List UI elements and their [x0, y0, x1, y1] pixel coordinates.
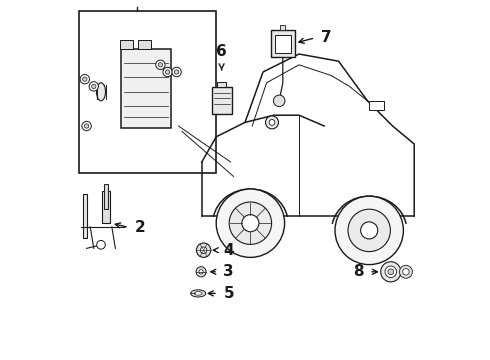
Text: 3: 3	[223, 264, 234, 279]
Circle shape	[166, 70, 170, 74]
Circle shape	[348, 209, 391, 252]
Circle shape	[196, 267, 206, 277]
Bar	[369, 101, 384, 110]
Bar	[271, 30, 294, 57]
Ellipse shape	[194, 292, 202, 295]
Circle shape	[82, 121, 91, 131]
Bar	[79, 11, 216, 173]
Circle shape	[163, 67, 172, 77]
Circle shape	[216, 189, 285, 257]
Circle shape	[399, 265, 413, 278]
Bar	[83, 194, 87, 238]
Bar	[217, 82, 226, 87]
Bar	[121, 49, 171, 128]
Text: 5: 5	[223, 286, 234, 301]
Text: 1: 1	[132, 0, 142, 2]
Circle shape	[196, 243, 211, 257]
Circle shape	[361, 222, 378, 239]
Circle shape	[388, 269, 393, 275]
Circle shape	[92, 84, 96, 89]
Circle shape	[266, 116, 278, 129]
Circle shape	[242, 215, 259, 232]
Circle shape	[269, 120, 275, 125]
Ellipse shape	[191, 290, 206, 297]
Circle shape	[273, 95, 285, 107]
Bar	[212, 87, 231, 114]
Bar	[275, 35, 291, 53]
Circle shape	[335, 196, 403, 265]
Circle shape	[84, 124, 89, 128]
Circle shape	[403, 269, 409, 275]
Bar	[138, 40, 151, 49]
Circle shape	[200, 247, 207, 253]
Text: 2: 2	[134, 220, 145, 235]
Bar	[280, 25, 285, 30]
Circle shape	[172, 67, 181, 77]
Circle shape	[229, 202, 271, 244]
Text: 4: 4	[223, 243, 234, 258]
Circle shape	[83, 77, 87, 81]
Bar	[120, 40, 133, 49]
Ellipse shape	[97, 83, 105, 101]
Circle shape	[80, 75, 90, 84]
Text: 8: 8	[353, 264, 364, 279]
Text: 7: 7	[320, 30, 331, 45]
Bar	[102, 191, 110, 223]
Circle shape	[174, 70, 179, 74]
Text: 6: 6	[216, 44, 227, 59]
Circle shape	[385, 266, 396, 278]
Circle shape	[156, 60, 165, 69]
Circle shape	[158, 63, 163, 67]
Circle shape	[89, 82, 98, 91]
Bar	[104, 184, 108, 209]
Circle shape	[381, 262, 401, 282]
Circle shape	[199, 270, 203, 274]
Circle shape	[97, 240, 105, 249]
